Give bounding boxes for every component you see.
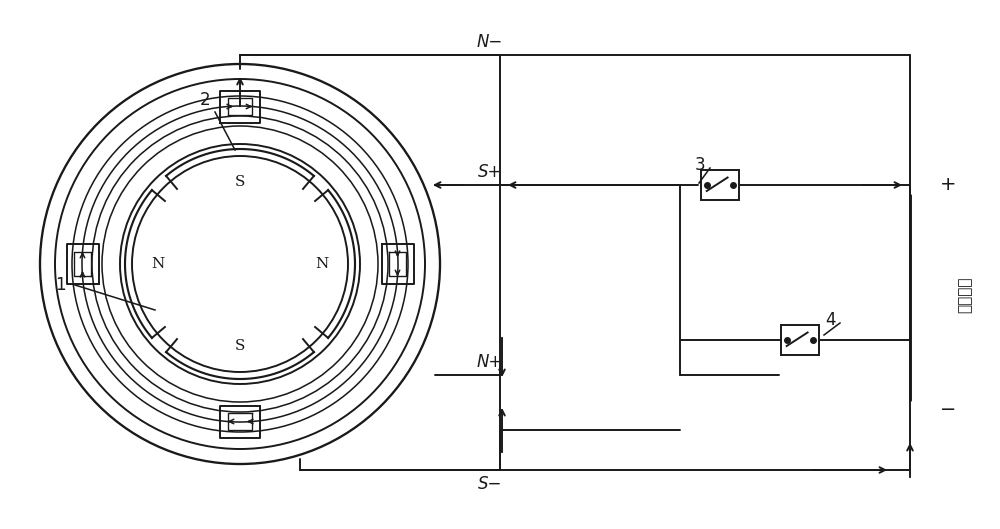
Bar [781, 325, 819, 355]
Text: 4: 4 [825, 311, 835, 329]
Text: 3: 3 [695, 156, 705, 174]
Text: +: + [940, 176, 956, 195]
Text: S−: S− [478, 475, 502, 493]
Text: N−: N− [477, 33, 503, 51]
Text: N: N [151, 257, 165, 271]
Text: 励磁电源: 励磁电源 [958, 277, 972, 313]
Text: N: N [315, 257, 329, 271]
Text: S: S [235, 175, 245, 189]
Text: S+: S+ [478, 163, 502, 181]
Text: 1: 1 [55, 276, 65, 294]
Bar [701, 170, 739, 200]
Text: −: − [940, 400, 956, 419]
Text: N+: N+ [477, 353, 503, 371]
Text: S: S [235, 339, 245, 353]
Text: 2: 2 [200, 91, 210, 109]
